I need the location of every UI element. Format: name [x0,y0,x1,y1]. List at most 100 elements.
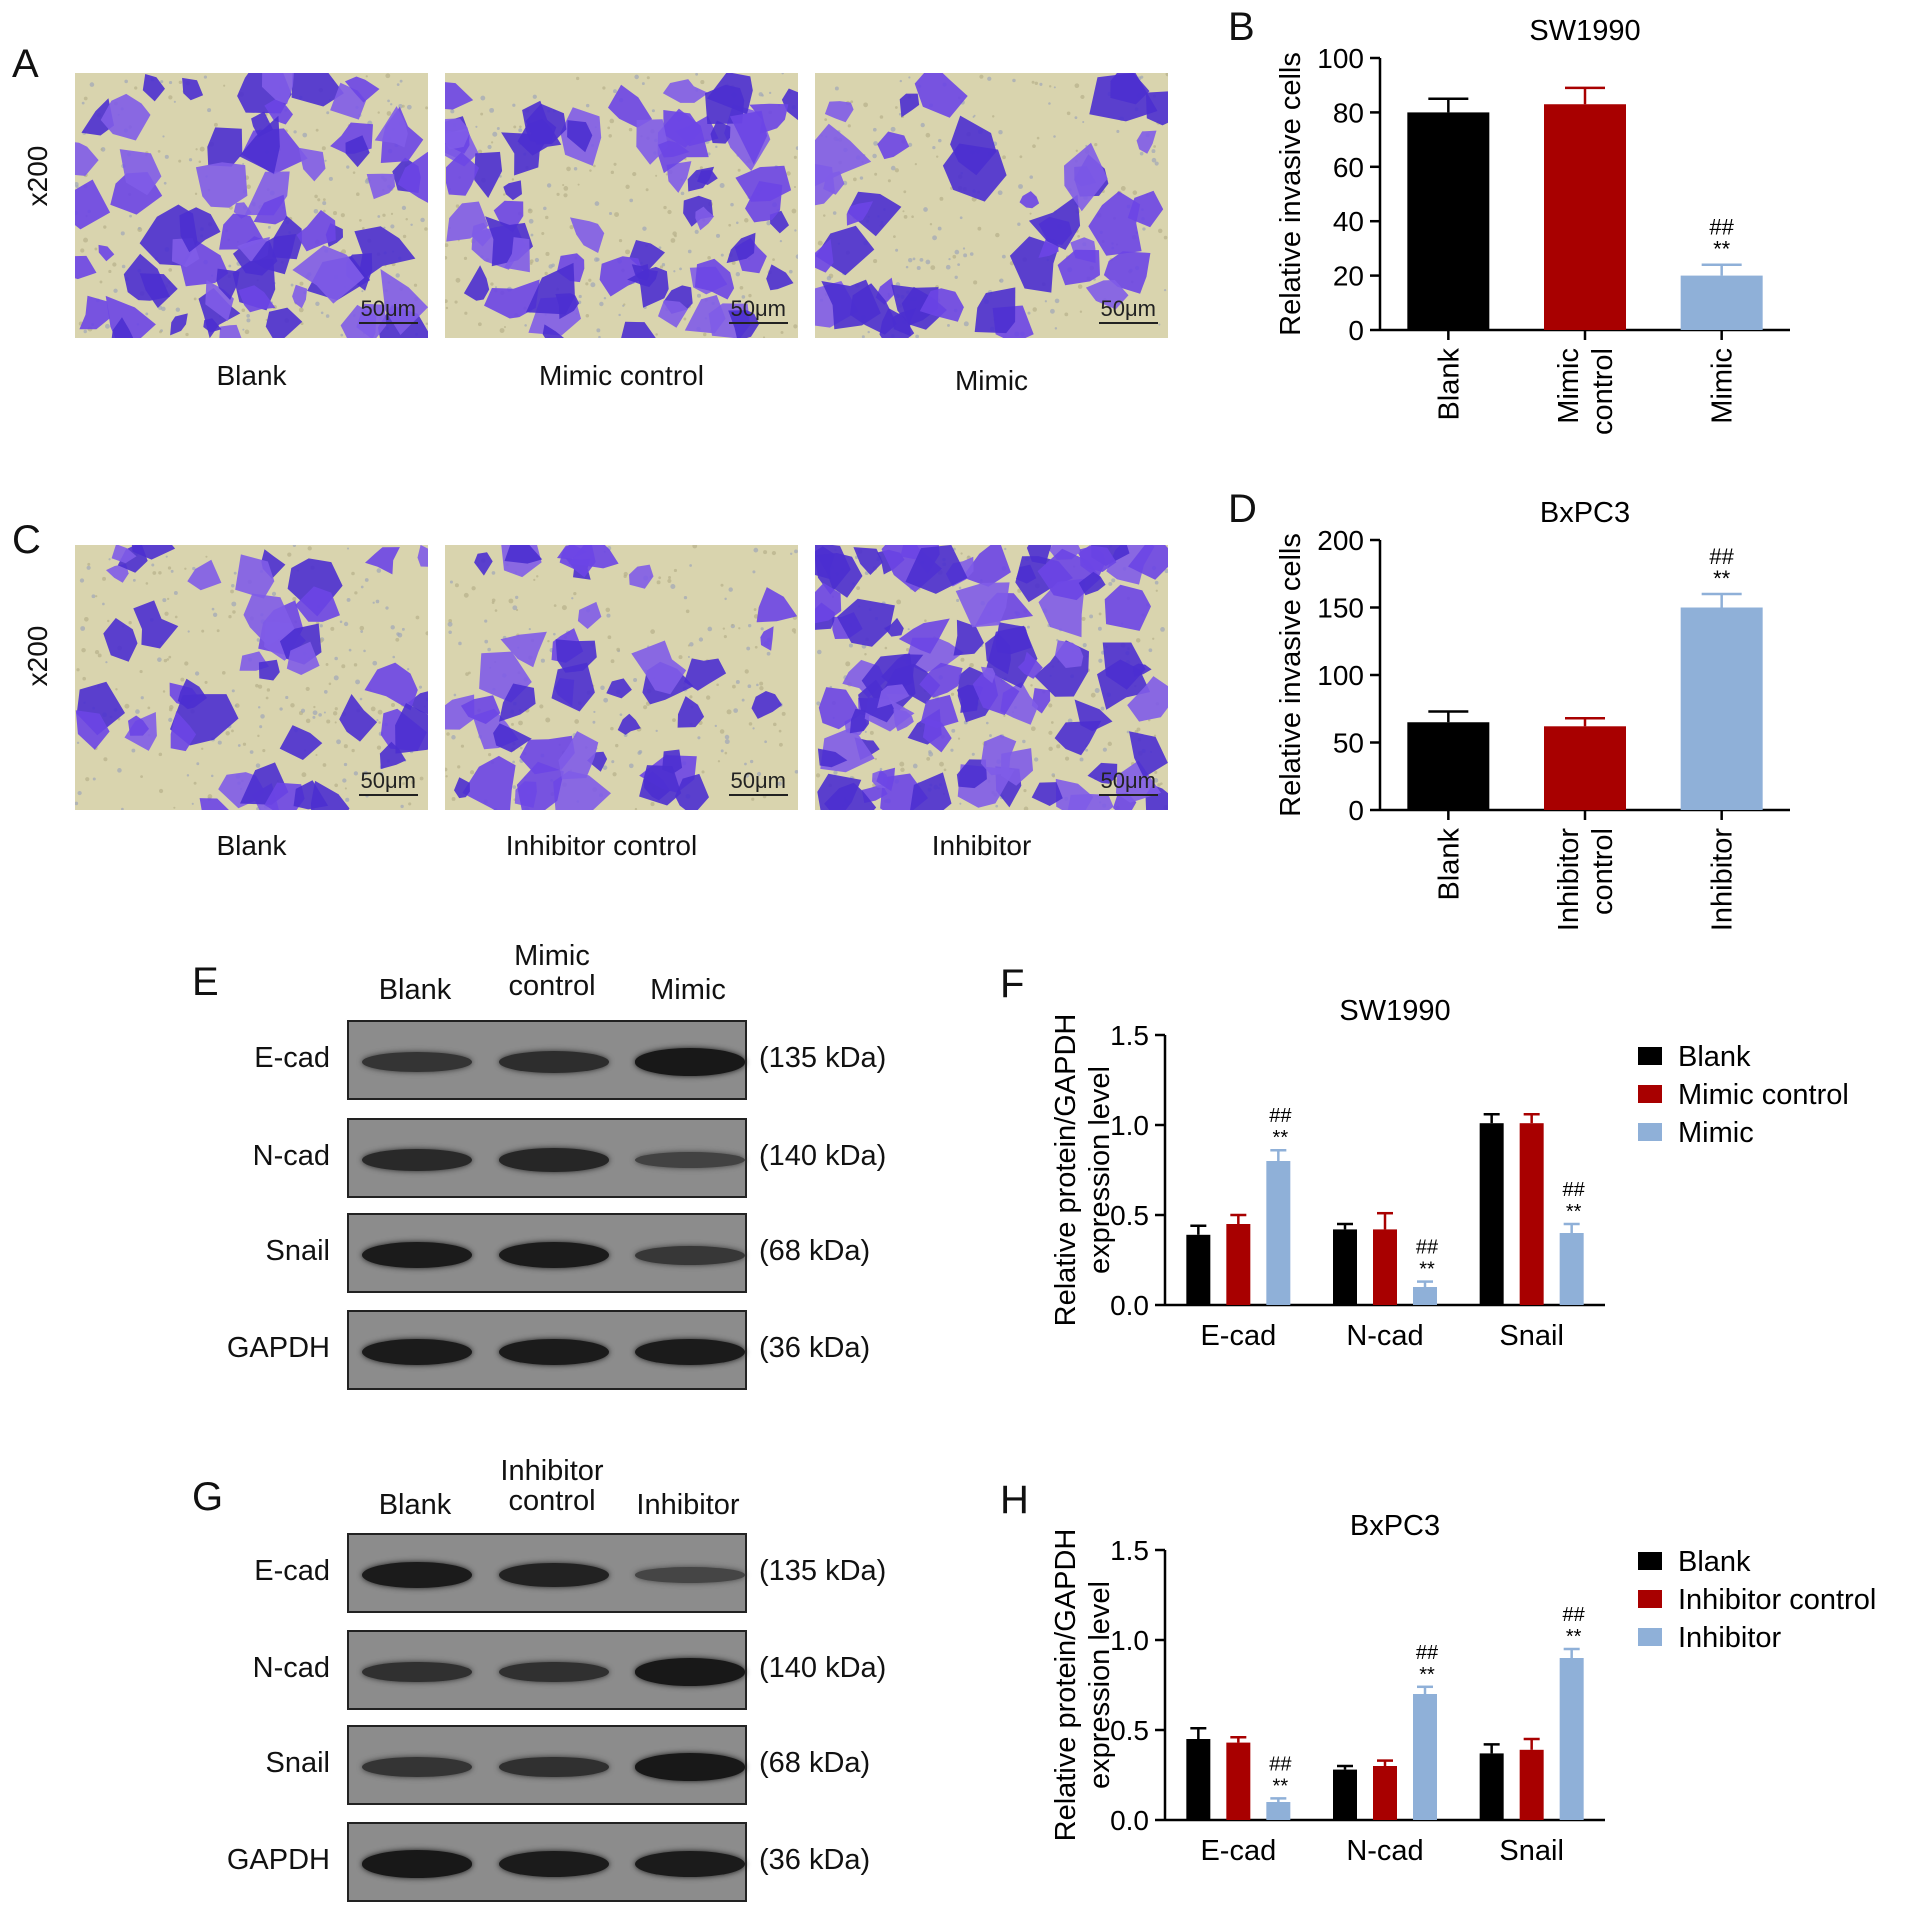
x-tick-label: Snail [1499,1320,1564,1352]
scale-bar: 50μm [358,296,418,324]
cell-texture [75,545,428,810]
bar [1559,1233,1584,1305]
significance-mark: ** [1273,1127,1289,1149]
x-tick-label: E-cad [1200,1320,1276,1352]
y-axis-label: Relative invasive cells [1275,52,1307,336]
y-tick-label: 0.0 [1110,1290,1149,1321]
blot-column-header: Blank [378,974,452,1006]
blot-band [362,1148,472,1172]
chart-f: SW1990 Relative protein/GAPDHexpression l… [1050,995,1849,1352]
bar [1413,1694,1437,1820]
bar [1479,1123,1504,1305]
y-tick-label: 0 [1348,795,1364,826]
chart-h: BxPC3 Relative protein/GAPDHexpression le… [1050,1510,1876,1867]
y-tick-label: 0.5 [1110,1200,1149,1231]
blot-band [635,1048,745,1076]
x-tick-label: E-cad [1200,1835,1276,1867]
legend-label: Mimic [1678,1117,1754,1149]
y-tick-label: 0 [1348,315,1364,346]
blot-band [362,1757,472,1777]
y-axis-label: Relative invasive cells [1275,533,1307,817]
significance-mark: ** [1419,1259,1435,1281]
y-tick-label: 40 [1333,206,1364,237]
image-label-a-mimic-control: Mimic control [539,360,704,391]
magnification-label-c: x200 [22,625,53,687]
blot-band [635,1850,745,1878]
scale-bar: 50μm [1098,768,1158,796]
bar [1333,1769,1357,1820]
micrograph-a-mimic: 50μm [815,73,1168,338]
image-label-c-inhibitor: Inhibitor [931,830,1032,861]
significance-mark: ** [1419,1664,1435,1686]
x-tick-label: Inhibitor [1707,828,1739,932]
blot-row-label: E-cad [254,1555,330,1587]
blot-band [499,1850,609,1878]
bar [1519,1123,1544,1305]
y-tick-label: 60 [1333,152,1364,183]
image-label-a-blank: Blank [216,360,287,391]
legend-label: Blank [1678,1041,1751,1073]
blot-band [362,1561,472,1589]
blot-band [362,1661,472,1683]
blot-row-label: Snail [265,1747,331,1779]
blot-band [499,1148,609,1172]
significance-mark: ** [1273,1775,1289,1797]
chart-title: SW1990 [1339,995,1450,1027]
chart-title: SW1990 [1529,15,1640,47]
significance-mark: ## [1269,1105,1292,1127]
panel-letter-g: G [192,1475,224,1519]
panel-letter-f: F [1000,962,1025,1006]
blot-strip [347,1310,747,1390]
blot-kda-label: (68 kDa) [759,1747,871,1779]
blot-column-header: Mimic [650,974,726,1006]
blot-band [635,1245,745,1265]
bar [1373,1766,1397,1820]
y-tick-label: 1.5 [1110,1535,1149,1566]
y-axis-label: Relative protein/GAPDHexpression level [1050,1529,1116,1842]
significance-mark: ## [1269,1753,1292,1775]
bar [1544,104,1626,331]
chart-title: BxPC3 [1350,1510,1440,1542]
panel-letter-b: B [1228,5,1255,49]
blot-band [635,1338,745,1366]
legend-swatch [1638,1123,1662,1141]
blot-kda-label: (36 kDa) [759,1844,871,1876]
legend-label: Inhibitor [1678,1622,1782,1654]
y-tick-label: 1.0 [1110,1110,1149,1141]
scale-bar: 50μm [728,768,788,796]
blot-kda-label: (135 kDa) [759,1042,887,1074]
legend-swatch [1638,1628,1662,1646]
panel-letter-h: H [1000,1478,1029,1522]
bar [1680,275,1763,330]
blot-band [499,1241,609,1269]
bar [1186,1234,1211,1305]
cell-texture [815,545,1168,810]
legend-label: Blank [1678,1546,1751,1578]
bar [1333,1229,1357,1305]
cell-texture [75,73,428,338]
y-axis-label: Relative protein/GAPDHexpression level [1050,1014,1116,1327]
blot-band [362,1850,472,1878]
panel-letter-c: C [12,518,41,562]
chart-d: BxPC3 Relative invasive cells 0 50 100 150 200… [1275,497,1790,932]
micrograph-a-blank: 50μm [75,73,428,338]
y-tick-label: 50 [1333,728,1364,759]
x-tick-label: Mimic [1707,348,1739,424]
significance-mark: ## [1416,1642,1439,1664]
scale-bar: 50μm [1098,296,1158,324]
blot-strip [347,1822,747,1902]
image-label-a-mimic: Mimic [954,365,1029,396]
scale-bar: 50μm [358,768,418,796]
panel-letter-d: D [1228,487,1257,531]
blot-band [362,1241,472,1269]
image-label-c-inhibitor-control: Inhibitor control [505,830,698,861]
blot-kda-label: (68 kDa) [759,1235,871,1267]
bar [1413,1287,1437,1305]
x-tick-label: N-cad [1346,1835,1423,1867]
bar [1373,1229,1397,1305]
significance-mark: ** [1713,566,1731,591]
bar [1407,112,1490,331]
chart-b: SW1990 Relative invasive cells 0 20 40 60 80 10… [1275,15,1790,435]
blot-band [635,1658,745,1686]
blot-column-header: Inhibitor control [500,1455,604,1518]
